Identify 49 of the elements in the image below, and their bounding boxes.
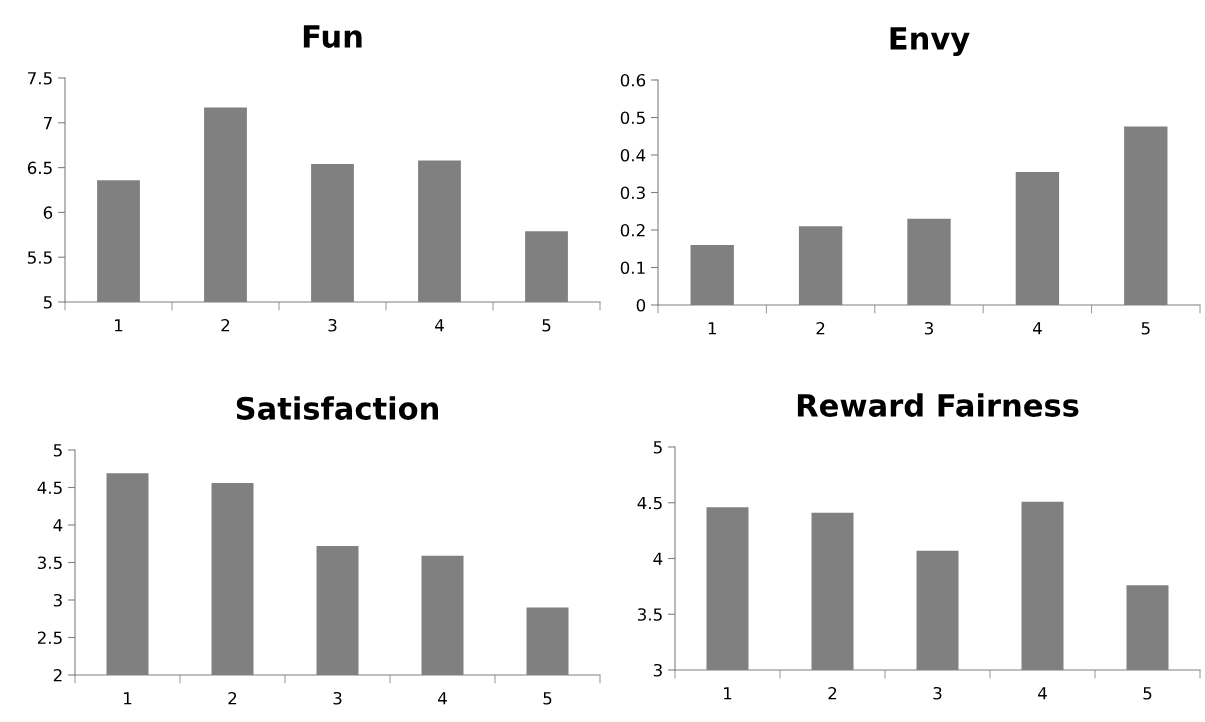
- y-tick-label: 7.5: [28, 72, 52, 85]
- x-tick-label: 1: [724, 687, 732, 700]
- x-tick-label: 4: [435, 319, 444, 332]
- y-tick-label: 6: [43, 206, 53, 219]
- y-tick-label: 3.5: [37, 556, 62, 570]
- y-tick-label: 0.2: [620, 223, 645, 237]
- x-tick-label: 5: [542, 319, 551, 332]
- x-tick-label: 5: [1143, 687, 1152, 700]
- x-tick-label: 4: [1038, 687, 1047, 700]
- x-tick-label: 2: [816, 321, 825, 335]
- y-tick-label: 4.5: [37, 481, 62, 495]
- chart-title: Envy: [890, 27, 970, 57]
- y-tick-label: 5: [53, 444, 62, 457]
- y-tick-label: 5: [43, 296, 52, 309]
- y-tick-label: 4.5: [637, 496, 662, 510]
- y-tick-label: 0.5: [620, 111, 645, 125]
- x-tick-label: 5: [1141, 322, 1150, 335]
- y-tick-label: 0.3: [620, 186, 645, 200]
- x-tick-label: 1: [115, 319, 123, 332]
- x-tick-label: 4: [438, 692, 447, 705]
- x-tick-label: 5: [543, 692, 552, 705]
- x-tick-label: 3: [933, 686, 942, 700]
- y-tick-label: 0.6: [620, 73, 646, 87]
- chart-title: Satisfaction: [236, 396, 438, 420]
- y-tick-label: 0.4: [620, 148, 646, 162]
- y-tick-label: 2.5: [37, 631, 62, 645]
- x-tick-label: 2: [828, 686, 837, 700]
- y-tick-label: 3: [53, 593, 62, 607]
- y-tick-label: 2: [53, 668, 62, 682]
- x-tick-label: 1: [708, 322, 716, 335]
- x-tick-label: 4: [1032, 322, 1042, 335]
- y-tick-label: 3.5: [637, 608, 662, 621]
- x-tick-label: 2: [221, 318, 230, 332]
- y-tick-label: 4: [653, 552, 663, 565]
- x-tick-label: 3: [333, 691, 342, 705]
- y-tick-label: 7: [43, 116, 52, 130]
- y-tick-label: 6.5: [27, 161, 52, 175]
- y-tick-label: 0.1: [620, 261, 645, 275]
- x-tick-label: 1: [124, 692, 132, 705]
- y-tick-label: 3: [653, 663, 662, 677]
- chart-title: Reward Fairness: [797, 393, 1079, 417]
- x-tick-label: 2: [228, 691, 237, 705]
- x-tick-label: 3: [328, 318, 337, 332]
- x-tick-label: 3: [924, 321, 933, 335]
- y-tick-label: 5: [653, 441, 662, 454]
- y-tick-label: 5.5: [27, 251, 52, 264]
- y-tick-label: 0: [636, 298, 646, 312]
- y-tick-label: 4: [53, 519, 63, 532]
- chart-title: Fun: [303, 25, 362, 48]
